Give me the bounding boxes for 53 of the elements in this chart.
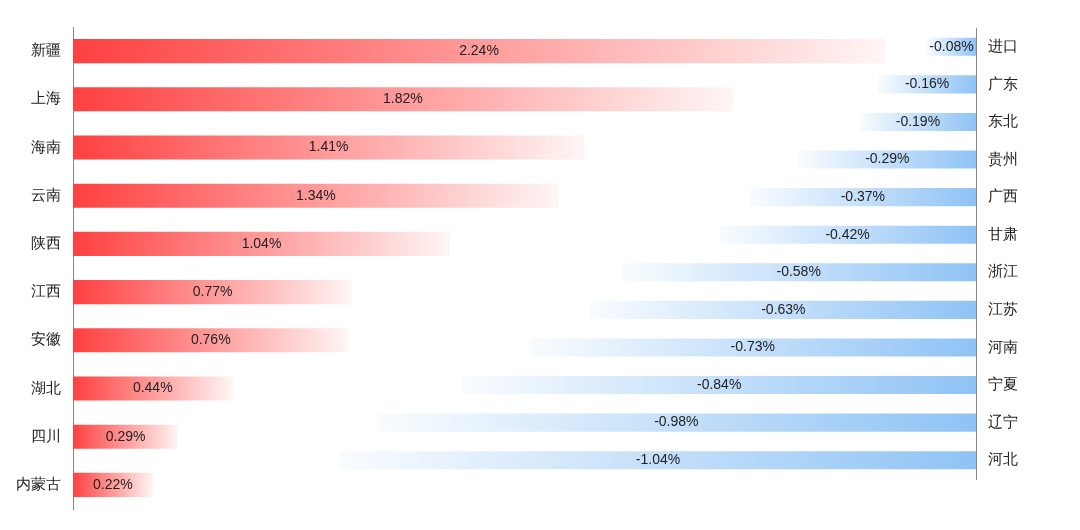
data-label: -0.19% xyxy=(895,112,941,129)
y-tick-label: 云南 xyxy=(31,185,61,203)
bar xyxy=(73,135,585,160)
bar xyxy=(73,376,233,401)
data-label: 1.82% xyxy=(383,90,423,107)
data-label: 0.77% xyxy=(192,282,233,299)
bar xyxy=(73,328,349,353)
data-label: -0.84% xyxy=(696,375,742,392)
data-label: -0.58% xyxy=(776,263,821,280)
y-tick-label: 四川 xyxy=(31,426,61,444)
data-label: -0.29% xyxy=(865,150,910,167)
data-label: -0.42% xyxy=(825,225,870,242)
y-tick-label: 甘肃 xyxy=(988,224,1018,242)
y-tick-label: 陕西 xyxy=(31,234,61,252)
y-tick-label: 进口 xyxy=(988,36,1018,54)
bar xyxy=(73,424,179,449)
y-tick-label: 新疆 xyxy=(31,41,61,59)
y-tick-label: 广东 xyxy=(988,74,1018,92)
data-label: -0.63% xyxy=(761,300,806,317)
data-label: -0.16% xyxy=(904,75,950,92)
y-tick-label: 河北 xyxy=(988,450,1018,468)
y-tick-label: 宁夏 xyxy=(988,375,1018,393)
y-tick-label: 海南 xyxy=(31,137,61,155)
data-label: 1.04% xyxy=(241,234,282,251)
bar xyxy=(73,183,559,208)
y-tick-label: 江西 xyxy=(31,282,61,300)
bar xyxy=(73,39,885,64)
y-tick-label: 辽宁 xyxy=(988,412,1018,430)
data-label: 0.44% xyxy=(132,379,173,396)
y-tick-label: 河南 xyxy=(988,337,1018,355)
data-label: 0.22% xyxy=(93,475,133,492)
data-label: -0.37% xyxy=(840,187,886,204)
y-tick-label: 浙江 xyxy=(988,262,1018,280)
y-tick-label: 上海 xyxy=(31,89,61,107)
y-tick-label: 东北 xyxy=(988,112,1018,130)
data-label: -0.98% xyxy=(654,413,699,430)
bar xyxy=(73,231,450,256)
y-tick-label: 江苏 xyxy=(988,300,1018,318)
y-tick-label: 安徽 xyxy=(31,330,61,348)
bar xyxy=(73,280,353,305)
y-tick-label: 内蒙古 xyxy=(16,475,61,493)
data-label: 0.76% xyxy=(190,331,231,348)
data-label: 1.41% xyxy=(308,138,349,155)
data-label: -0.08% xyxy=(929,37,974,54)
data-label: -0.73% xyxy=(730,338,775,355)
bar xyxy=(73,87,733,112)
data-label: 0.29% xyxy=(105,427,146,444)
data-label: 2.24% xyxy=(459,41,499,58)
data-label: 1.34% xyxy=(296,186,336,203)
y-tick-label: 湖北 xyxy=(31,378,61,396)
data-label: -1.04% xyxy=(635,451,681,468)
y-tick-label: 贵州 xyxy=(988,149,1018,167)
y-tick-label: 广西 xyxy=(988,187,1018,205)
